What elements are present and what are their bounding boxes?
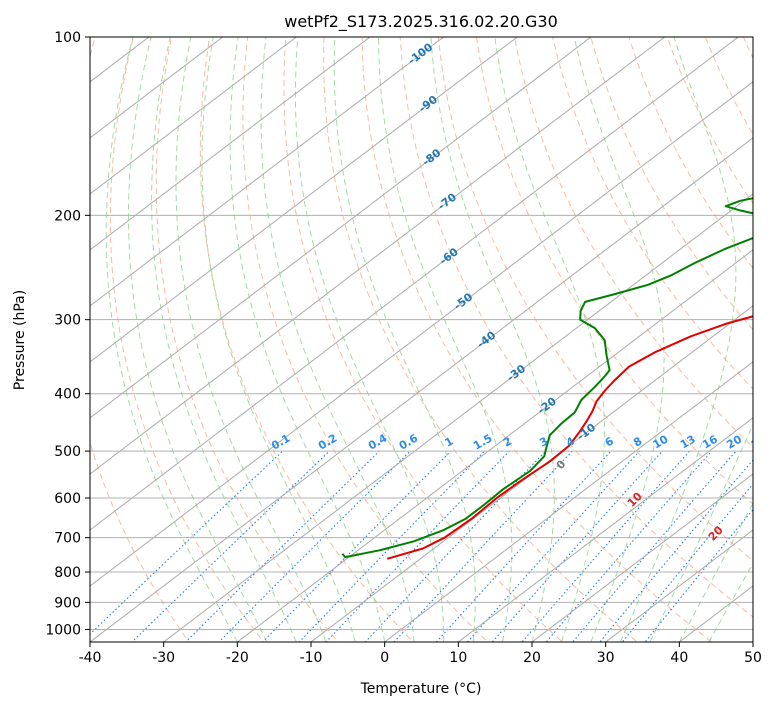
dry-adiabat-line [514,37,753,448]
moist-adiabat-line [128,37,268,642]
dry-adiabat-line [552,37,753,390]
y-tick-label: 1000 [45,622,81,638]
y-axis: 100 200 300 400 500 600 700 800 900 1000 [45,30,90,638]
isotherm-line [90,81,753,587]
temperature-line [386,315,753,560]
isotherm-line [90,37,592,419]
plot-frame [89,36,754,643]
pressure-gridlines [90,37,753,630]
isotherm-line [90,37,445,307]
x-tick-label: 10 [449,650,467,666]
dry-adiabats [90,37,753,642]
dry-adiabat-line [90,37,190,642]
isotherms [90,37,753,642]
x-axis: -40 -30 -20 -10 0 10 20 30 40 50 [79,642,762,666]
x-tick-label: -40 [79,650,102,666]
moist-adiabat-line [229,37,386,642]
isotherm-line [90,37,519,363]
dry-adiabat-line [155,37,339,642]
chart-title: wetPf2_S173.2025.316.02.20.G30 [284,12,558,32]
y-tick-label: 200 [54,208,81,224]
mixing-ratio-label: 30 [770,432,775,451]
x-tick-label: 30 [597,650,615,666]
x-tick-label: 40 [670,650,688,666]
isotherm-line [90,37,298,195]
dry-adiabat-line [109,37,265,642]
moist-adiabat-line [201,37,356,642]
plot-background [90,37,753,642]
y-tick-label: 400 [54,387,81,403]
isotherm-line [604,529,753,642]
x-tick-label: -10 [300,650,323,666]
moist-adiabat-line [105,37,238,642]
x-tick-label: 50 [744,650,762,666]
dry-adiabat-line [242,37,489,642]
isotherm-line [531,473,753,642]
moist-adiabat-line [619,37,737,642]
isotherm-line [457,417,753,642]
dewpoint-line [341,197,753,559]
y-tick-label: 600 [54,491,81,507]
x-tick-label: -30 [152,650,175,666]
isotherm-line [90,37,666,475]
dry-adiabat-line [704,37,753,136]
dry-adiabat-line [399,37,753,618]
moist-adiabat-line [151,37,297,642]
sounding-series [341,197,753,560]
isotherm-line [236,249,753,642]
y-tick-label: 700 [54,531,81,547]
x-tick-label: 0 [380,650,389,666]
isotherm-line [90,37,224,139]
moist-adiabat-line [294,37,445,642]
y-tick-label: 900 [54,595,81,611]
dry-adiabat-line [283,37,564,642]
isotherm-line [162,193,753,642]
plot-area [90,37,753,642]
moist-adiabat-line [333,37,476,642]
isotherm-line [90,37,371,251]
mixing-ratio-label: 25 [749,433,769,452]
x-tick-label: 20 [523,650,541,666]
y-axis-title: Pressure (hPa) [12,290,28,390]
dry-adiabat-line [628,37,753,269]
isotherm-line [383,361,753,642]
dry-adiabat-line [590,37,753,331]
y-tick-label: 500 [54,444,81,460]
moist-adiabat-line [430,37,555,642]
isotherm-line [90,37,740,531]
x-axis-title: Temperature (°C) [360,681,482,697]
isotherm-line [310,305,753,642]
x-tick-label: -20 [226,650,249,666]
dry-adiabat-line [475,37,753,505]
y-tick-label: 300 [54,313,81,329]
isotherm-line [90,137,753,642]
moist-adiabat-line [175,37,327,642]
y-tick-label: 800 [54,565,81,581]
moist-adiabat-line [494,37,605,642]
dry-adiabat-line [323,37,638,642]
y-tick-label: 100 [54,30,81,46]
dry-adiabat-line [361,37,713,642]
moist-adiabat-line [649,422,753,642]
dry-adiabat-line [199,37,414,642]
dry-adiabat-line [437,37,753,562]
